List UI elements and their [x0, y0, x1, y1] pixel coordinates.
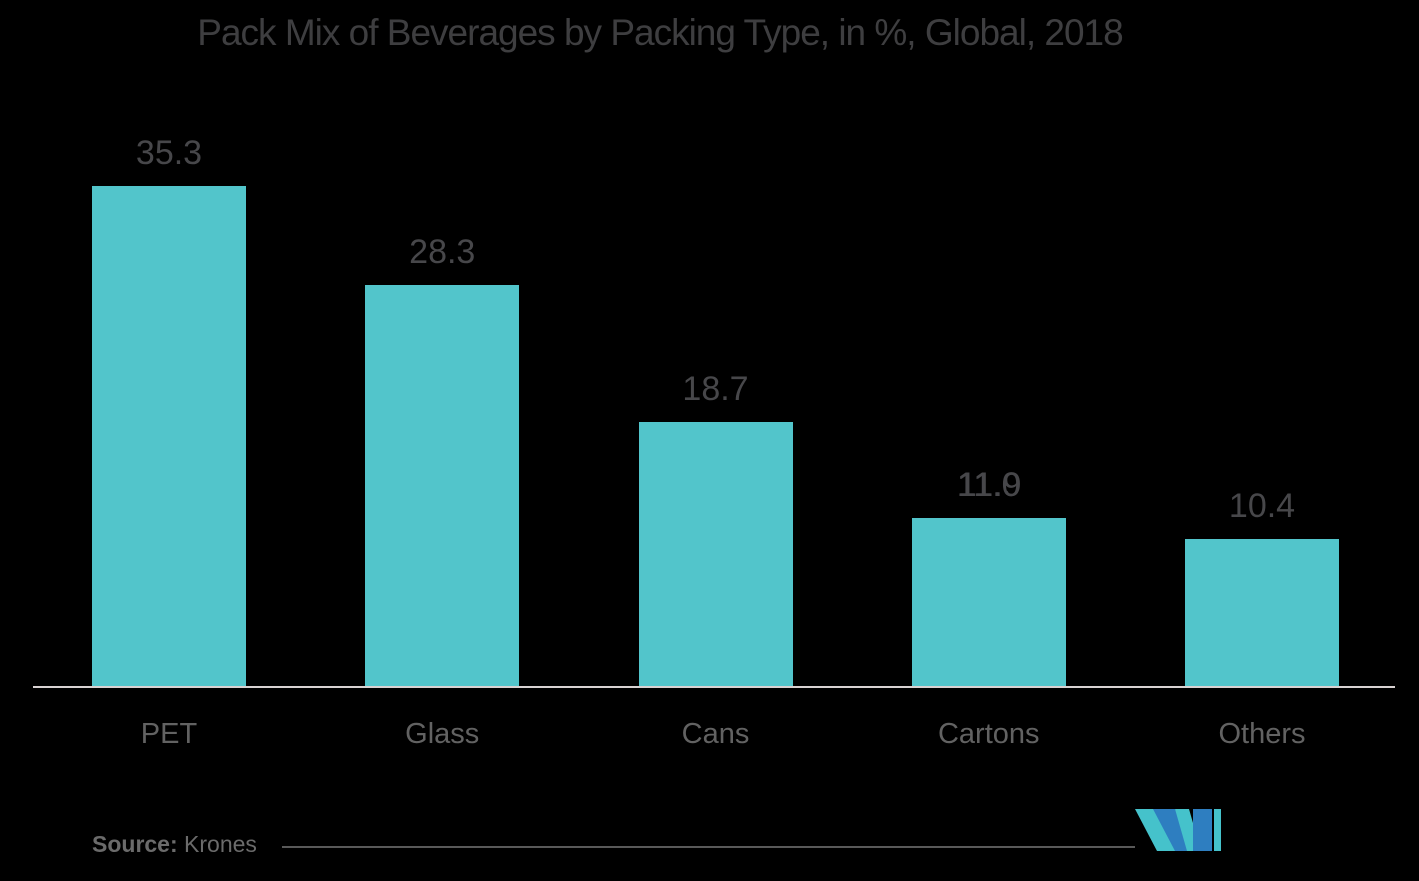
value-label-box: 10.4: [1185, 487, 1339, 527]
value-label-box: 11.0 11.9: [912, 466, 1066, 506]
bar-cans: [638, 422, 793, 687]
value-label: 28.3: [409, 233, 476, 271]
category-label-cartons: Cartons: [937, 718, 1040, 750]
mordor-intelligence-logo-icon: [1135, 809, 1221, 851]
x-axis-line: [33, 686, 1395, 688]
value-label: 18.7: [682, 370, 749, 408]
category-label-glass: Glass: [405, 718, 480, 750]
bar-glass: [365, 285, 520, 687]
value-label: 11.0: [956, 466, 1021, 504]
value-label-box: 28.3: [365, 233, 519, 273]
category-label-others: Others: [1218, 718, 1306, 750]
source-row: Source: Krones: [92, 831, 257, 858]
value-label-box: 18.7: [639, 370, 793, 410]
value-label: 35.3: [135, 134, 203, 172]
category-label-cans: Cans: [681, 718, 750, 750]
source-label: Source:: [92, 831, 178, 857]
value-label-box: 35.3: [92, 134, 246, 174]
chart-title: Pack Mix of Beverages by Packing Type, i…: [197, 12, 1123, 53]
bar-pet: [92, 186, 246, 687]
category-label-pet: PET: [140, 718, 198, 750]
source-value: Krones: [184, 831, 257, 857]
source-rule-line: [282, 846, 1135, 848]
value-label: 10.4: [1228, 487, 1296, 525]
value-label: 11.9: [957, 466, 1022, 504]
bar-others: [1185, 539, 1339, 687]
bar-cartons: [911, 518, 1066, 687]
